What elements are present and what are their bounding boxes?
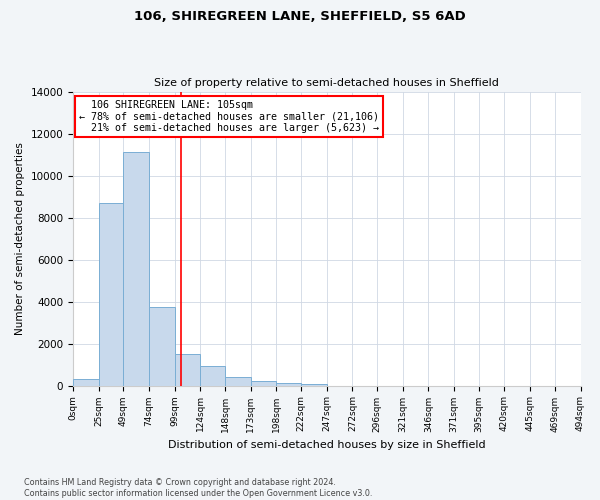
- Bar: [251, 381, 277, 386]
- Text: Contains HM Land Registry data © Crown copyright and database right 2024.
Contai: Contains HM Land Registry data © Crown c…: [24, 478, 373, 498]
- Bar: [277, 383, 301, 386]
- Title: Size of property relative to semi-detached houses in Sheffield: Size of property relative to semi-detach…: [154, 78, 499, 88]
- Bar: [149, 307, 175, 386]
- Bar: [175, 354, 200, 386]
- Y-axis label: Number of semi-detached properties: Number of semi-detached properties: [15, 142, 25, 335]
- Bar: [73, 379, 99, 386]
- Text: 106 SHIREGREEN LANE: 105sqm  
← 78% of semi-detached houses are smaller (21,106): 106 SHIREGREEN LANE: 105sqm ← 78% of sem…: [79, 100, 379, 133]
- Bar: [124, 152, 149, 386]
- X-axis label: Distribution of semi-detached houses by size in Sheffield: Distribution of semi-detached houses by …: [168, 440, 485, 450]
- Bar: [225, 376, 251, 386]
- Text: 106, SHIREGREEN LANE, SHEFFIELD, S5 6AD: 106, SHIREGREEN LANE, SHEFFIELD, S5 6AD: [134, 10, 466, 23]
- Bar: [301, 384, 327, 386]
- Bar: [200, 366, 225, 386]
- Bar: [99, 203, 124, 386]
